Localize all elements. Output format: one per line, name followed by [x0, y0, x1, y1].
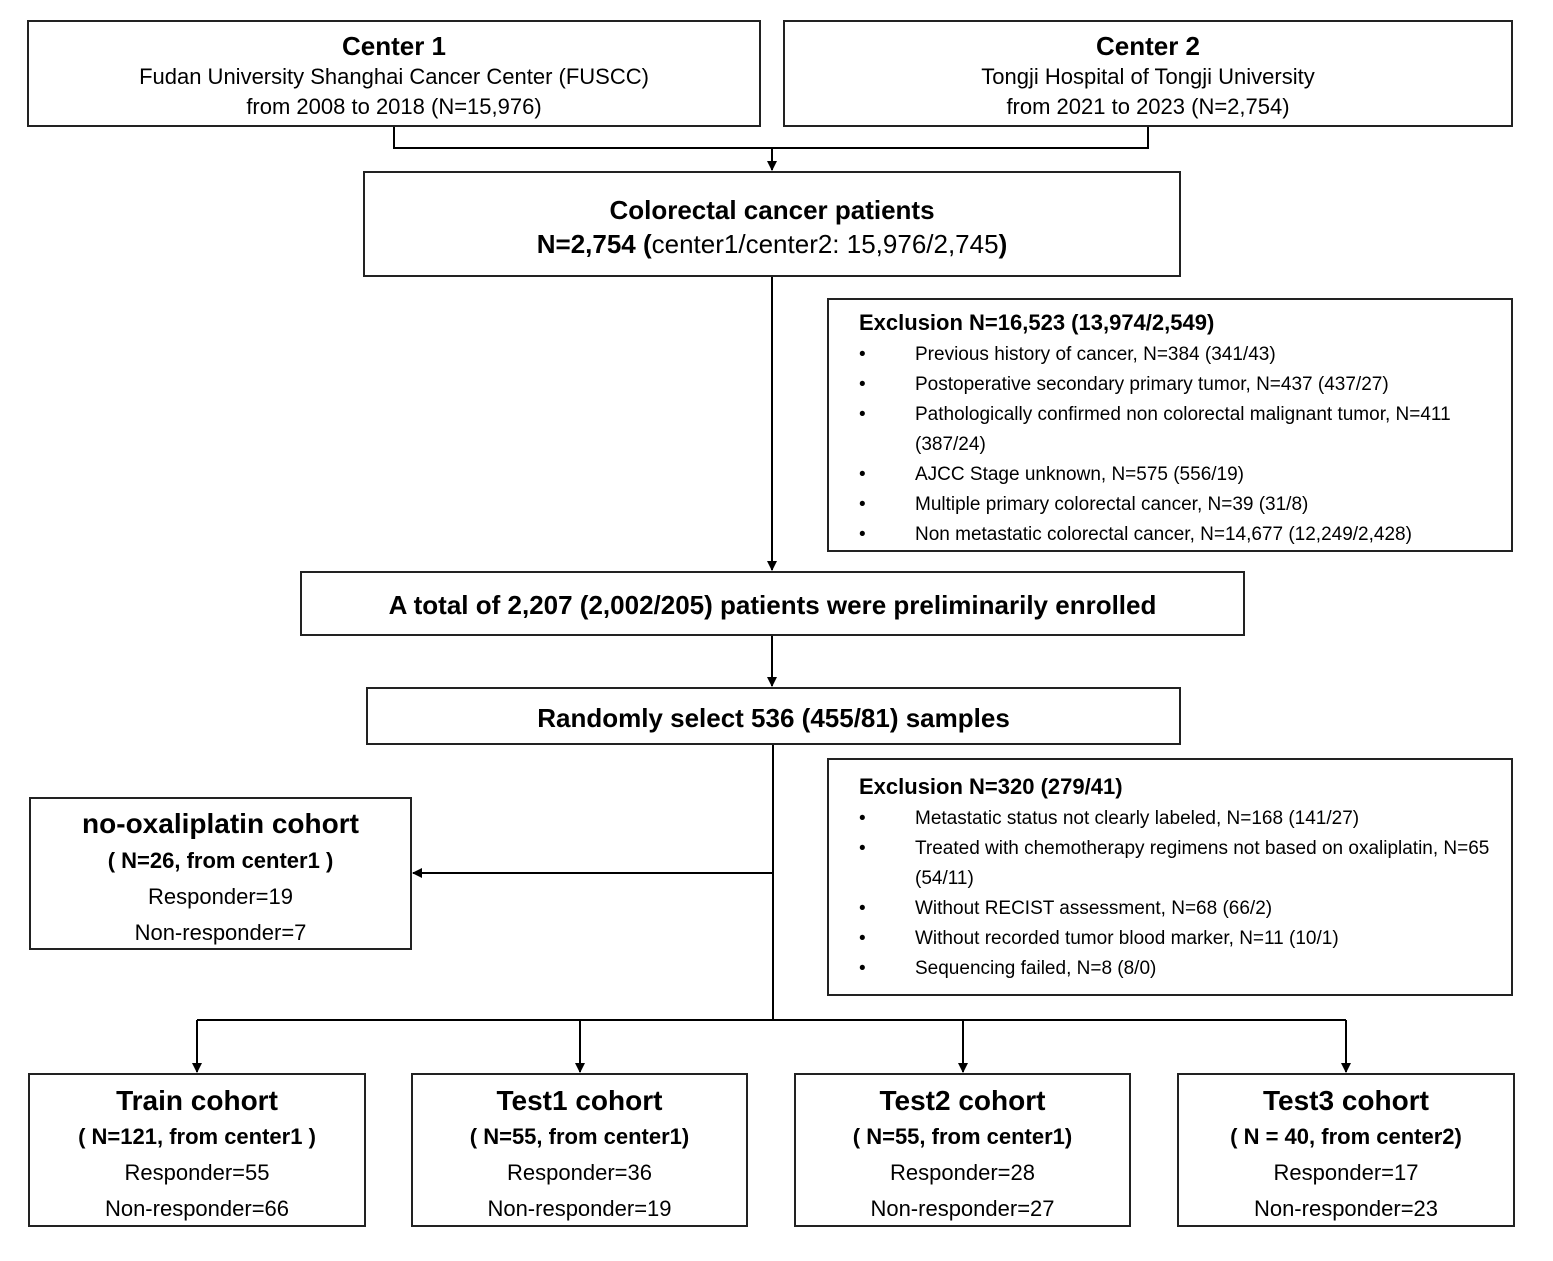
exclusion2-item: • Treated with chemotherapy regimens not … — [859, 834, 1501, 894]
crc-count-line: N=2,754 (center1/center2: 15,976/2,745) — [365, 227, 1179, 261]
center2-box: Center 2 Tongji Hospital of Tongji Unive… — [783, 20, 1513, 127]
center2-title: Center 2 — [1095, 31, 1201, 61]
cohort-source: ( N=55, from center1) — [469, 1124, 690, 1149]
exclusion1-item: • AJCC Stage unknown, N=575 (556/19) — [859, 460, 1501, 490]
exclusion1-item: • Postoperative secondary primary tumor, … — [859, 370, 1501, 400]
test2-cohort-box: Test2 cohort ( N=55, from center1) Respo… — [794, 1073, 1131, 1227]
center1-institution: Fudan University Shanghai Cancer Center … — [139, 64, 649, 89]
exclusion2-box: Exclusion N=320 (279/41) • Metastatic sta… — [827, 758, 1513, 996]
cohort-title: Train cohort — [116, 1085, 278, 1116]
cohort-title: Test1 cohort — [496, 1085, 663, 1116]
bullet-icon: • — [859, 524, 866, 545]
cohort-responder: Responder=28 — [890, 1160, 1035, 1185]
bullet-icon: • — [859, 404, 866, 425]
test1-cohort-box: Test1 cohort ( N=55, from center1) Respo… — [411, 1073, 748, 1227]
exclusion1-item: • Previous history of cancer, N=384 (341/… — [859, 340, 1501, 370]
cohort-responder: Responder=36 — [507, 1160, 652, 1185]
crc-title: Colorectal cancer patients — [609, 195, 935, 225]
bullet-icon: • — [859, 464, 866, 485]
exclusion1-box: Exclusion N=16,523 (13,974/2,549) • Previ… — [827, 298, 1513, 552]
crc-patients-box: Colorectal cancer patients N=2,754 (cent… — [363, 171, 1181, 277]
crc-close-paren: ) — [998, 229, 1008, 259]
bullet-icon: • — [859, 808, 866, 829]
exclusion2-item: • Without RECIST assessment, N=68 (66/2) — [859, 894, 1501, 924]
exclusion1-item: • Pathologically confirmed non colorectal… — [859, 400, 1501, 460]
exclusion1-list: • Previous history of cancer, N=384 (341/… — [859, 340, 1501, 550]
random-select-box: Randomly select 536 (455/81) samples — [366, 687, 1181, 745]
exclusion2-title: Exclusion N=320 (279/41) — [859, 774, 1123, 799]
cohort-source: ( N = 40, from center2) — [1230, 1124, 1462, 1149]
enrolled-text: A total of 2,207 (2,002/205) patients we… — [388, 590, 1157, 620]
cohort-title: Test3 cohort — [1263, 1085, 1429, 1116]
cohort-nonresponder: Non-responder=27 — [870, 1196, 1055, 1221]
exclusion2-item: • Without recorded tumor blood marker, N=… — [859, 924, 1501, 954]
no-oxaliplatin-source: ( N=26, from center1 ) — [107, 848, 334, 873]
exclusion1-item: • Multiple primary colorectal cancer, N=3… — [859, 490, 1501, 520]
exclusion2-list: • Metastatic status not clearly labeled, … — [859, 804, 1501, 984]
center1-box: Center 1 Fudan University Shanghai Cance… — [27, 20, 761, 127]
bullet-icon: • — [859, 838, 866, 859]
cohort-nonresponder: Non-responder=23 — [1253, 1196, 1439, 1221]
train-cohort-box: Train cohort ( N=121, from center1 ) Res… — [28, 1073, 366, 1227]
cohort-title: Test2 cohort — [879, 1085, 1046, 1116]
center2-period: from 2021 to 2023 (N=2,754) — [1006, 94, 1290, 119]
cohort-nonresponder: Non-responder=66 — [104, 1196, 290, 1221]
enrolled-box: A total of 2,207 (2,002/205) patients we… — [300, 571, 1245, 636]
cohort-source: ( N=121, from center1 ) — [78, 1124, 316, 1149]
cohort-responder: Responder=55 — [124, 1160, 270, 1185]
exclusion1-item: • Non metastatic colorectal cancer, N=14,… — [859, 520, 1501, 550]
cohort-nonresponder: Non-responder=19 — [487, 1196, 672, 1221]
center1-period: from 2008 to 2018 (N=15,976) — [246, 94, 542, 119]
bullet-icon: • — [859, 344, 866, 365]
bullet-icon: • — [859, 928, 866, 949]
cohort-source: ( N=55, from center1) — [852, 1124, 1073, 1149]
bullet-icon: • — [859, 494, 866, 515]
crc-count: N=2,754 ( — [536, 229, 652, 259]
no-oxaliplatin-nonresponder: Non-responder=7 — [134, 920, 307, 945]
center1-title: Center 1 — [341, 31, 447, 61]
exclusion1-title: Exclusion N=16,523 (13,974/2,549) — [859, 310, 1215, 335]
centers-join-line — [393, 127, 1149, 149]
bullet-icon: • — [859, 898, 866, 919]
bullet-icon: • — [859, 958, 866, 979]
no-oxaliplatin-responder: Responder=19 — [148, 884, 293, 909]
bullet-icon: • — [859, 374, 866, 395]
cohort-responder: Responder=17 — [1273, 1160, 1419, 1185]
random-select-text: Randomly select 536 (455/81) samples — [537, 703, 1010, 733]
no-oxaliplatin-title: no-oxaliplatin cohort — [82, 808, 359, 839]
exclusion2-item: • Sequencing failed, N=8 (8/0) — [859, 954, 1501, 984]
no-oxaliplatin-cohort-box: no-oxaliplatin cohort ( N=26, from cente… — [29, 797, 412, 950]
exclusion2-item: • Metastatic status not clearly labeled, … — [859, 804, 1501, 834]
center2-institution: Tongji Hospital of Tongji University — [981, 64, 1315, 89]
test3-cohort-box: Test3 cohort ( N = 40, from center2) Res… — [1177, 1073, 1515, 1227]
crc-center-split: center1/center2: 15,976/2,745 — [651, 229, 999, 259]
